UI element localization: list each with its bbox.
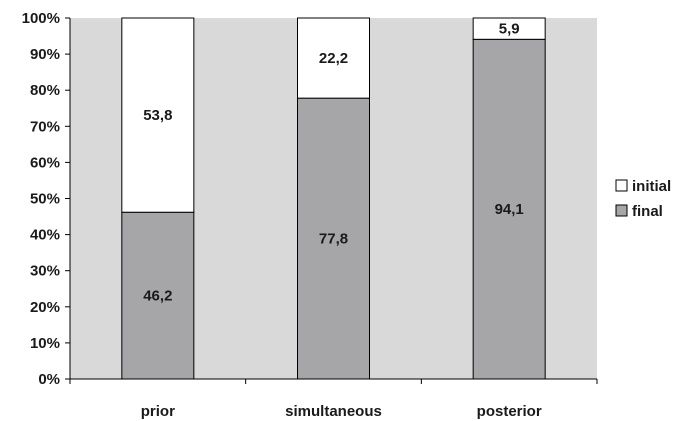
y-tick-label: 10%: [30, 335, 60, 352]
bar-final-simultaneous: [297, 97, 370, 380]
x-tick-label-simultaneous: simultaneous: [285, 403, 382, 420]
y-tick-label: 30%: [30, 263, 60, 280]
axes: 0% 10% 20% 30% 40% 50% 60% 70% 80% 90% 100% prior si…: [22, 10, 598, 420]
y-tick-label: 60%: [30, 154, 60, 171]
y-tick-label: 50%: [30, 191, 60, 208]
x-tick-label-posterior: posterior: [477, 403, 542, 420]
y-tick-label: 90%: [30, 46, 60, 63]
legend-label-initial: initial: [632, 178, 671, 195]
bar-initial-posterior: [472, 17, 546, 40]
y-tick-label: 20%: [30, 299, 60, 316]
legend-label-final: final: [632, 203, 663, 220]
bar-initial-prior: [121, 17, 195, 213]
x-tick-label-prior: prior: [141, 403, 175, 420]
data-label-final-prior: 46,2: [143, 288, 172, 305]
bar-final-prior: [121, 211, 195, 380]
y-tick-label: 100%: [22, 10, 60, 27]
bar-initial-simultaneous: [297, 17, 370, 99]
data-label-final-simultaneous: 77,8: [319, 231, 348, 248]
legend-swatch-initial: [615, 179, 628, 192]
data-label-initial-posterior: 5,9: [499, 21, 520, 38]
y-tick-label: 0%: [38, 371, 60, 388]
y-tick-label: 80%: [30, 82, 60, 99]
data-label-initial-prior: 53,8: [143, 107, 172, 124]
data-label-initial-simultaneous: 22,2: [319, 50, 348, 67]
y-tick-label: 40%: [30, 227, 60, 244]
bars: 46,2 53,8 77,8 22,2 94,1 5,9: [121, 17, 546, 380]
data-label-final-posterior: 94,1: [495, 201, 524, 218]
legend-swatch-final: [615, 204, 628, 217]
legend: initial final: [610, 173, 689, 227]
y-tick-label: 70%: [30, 118, 60, 135]
